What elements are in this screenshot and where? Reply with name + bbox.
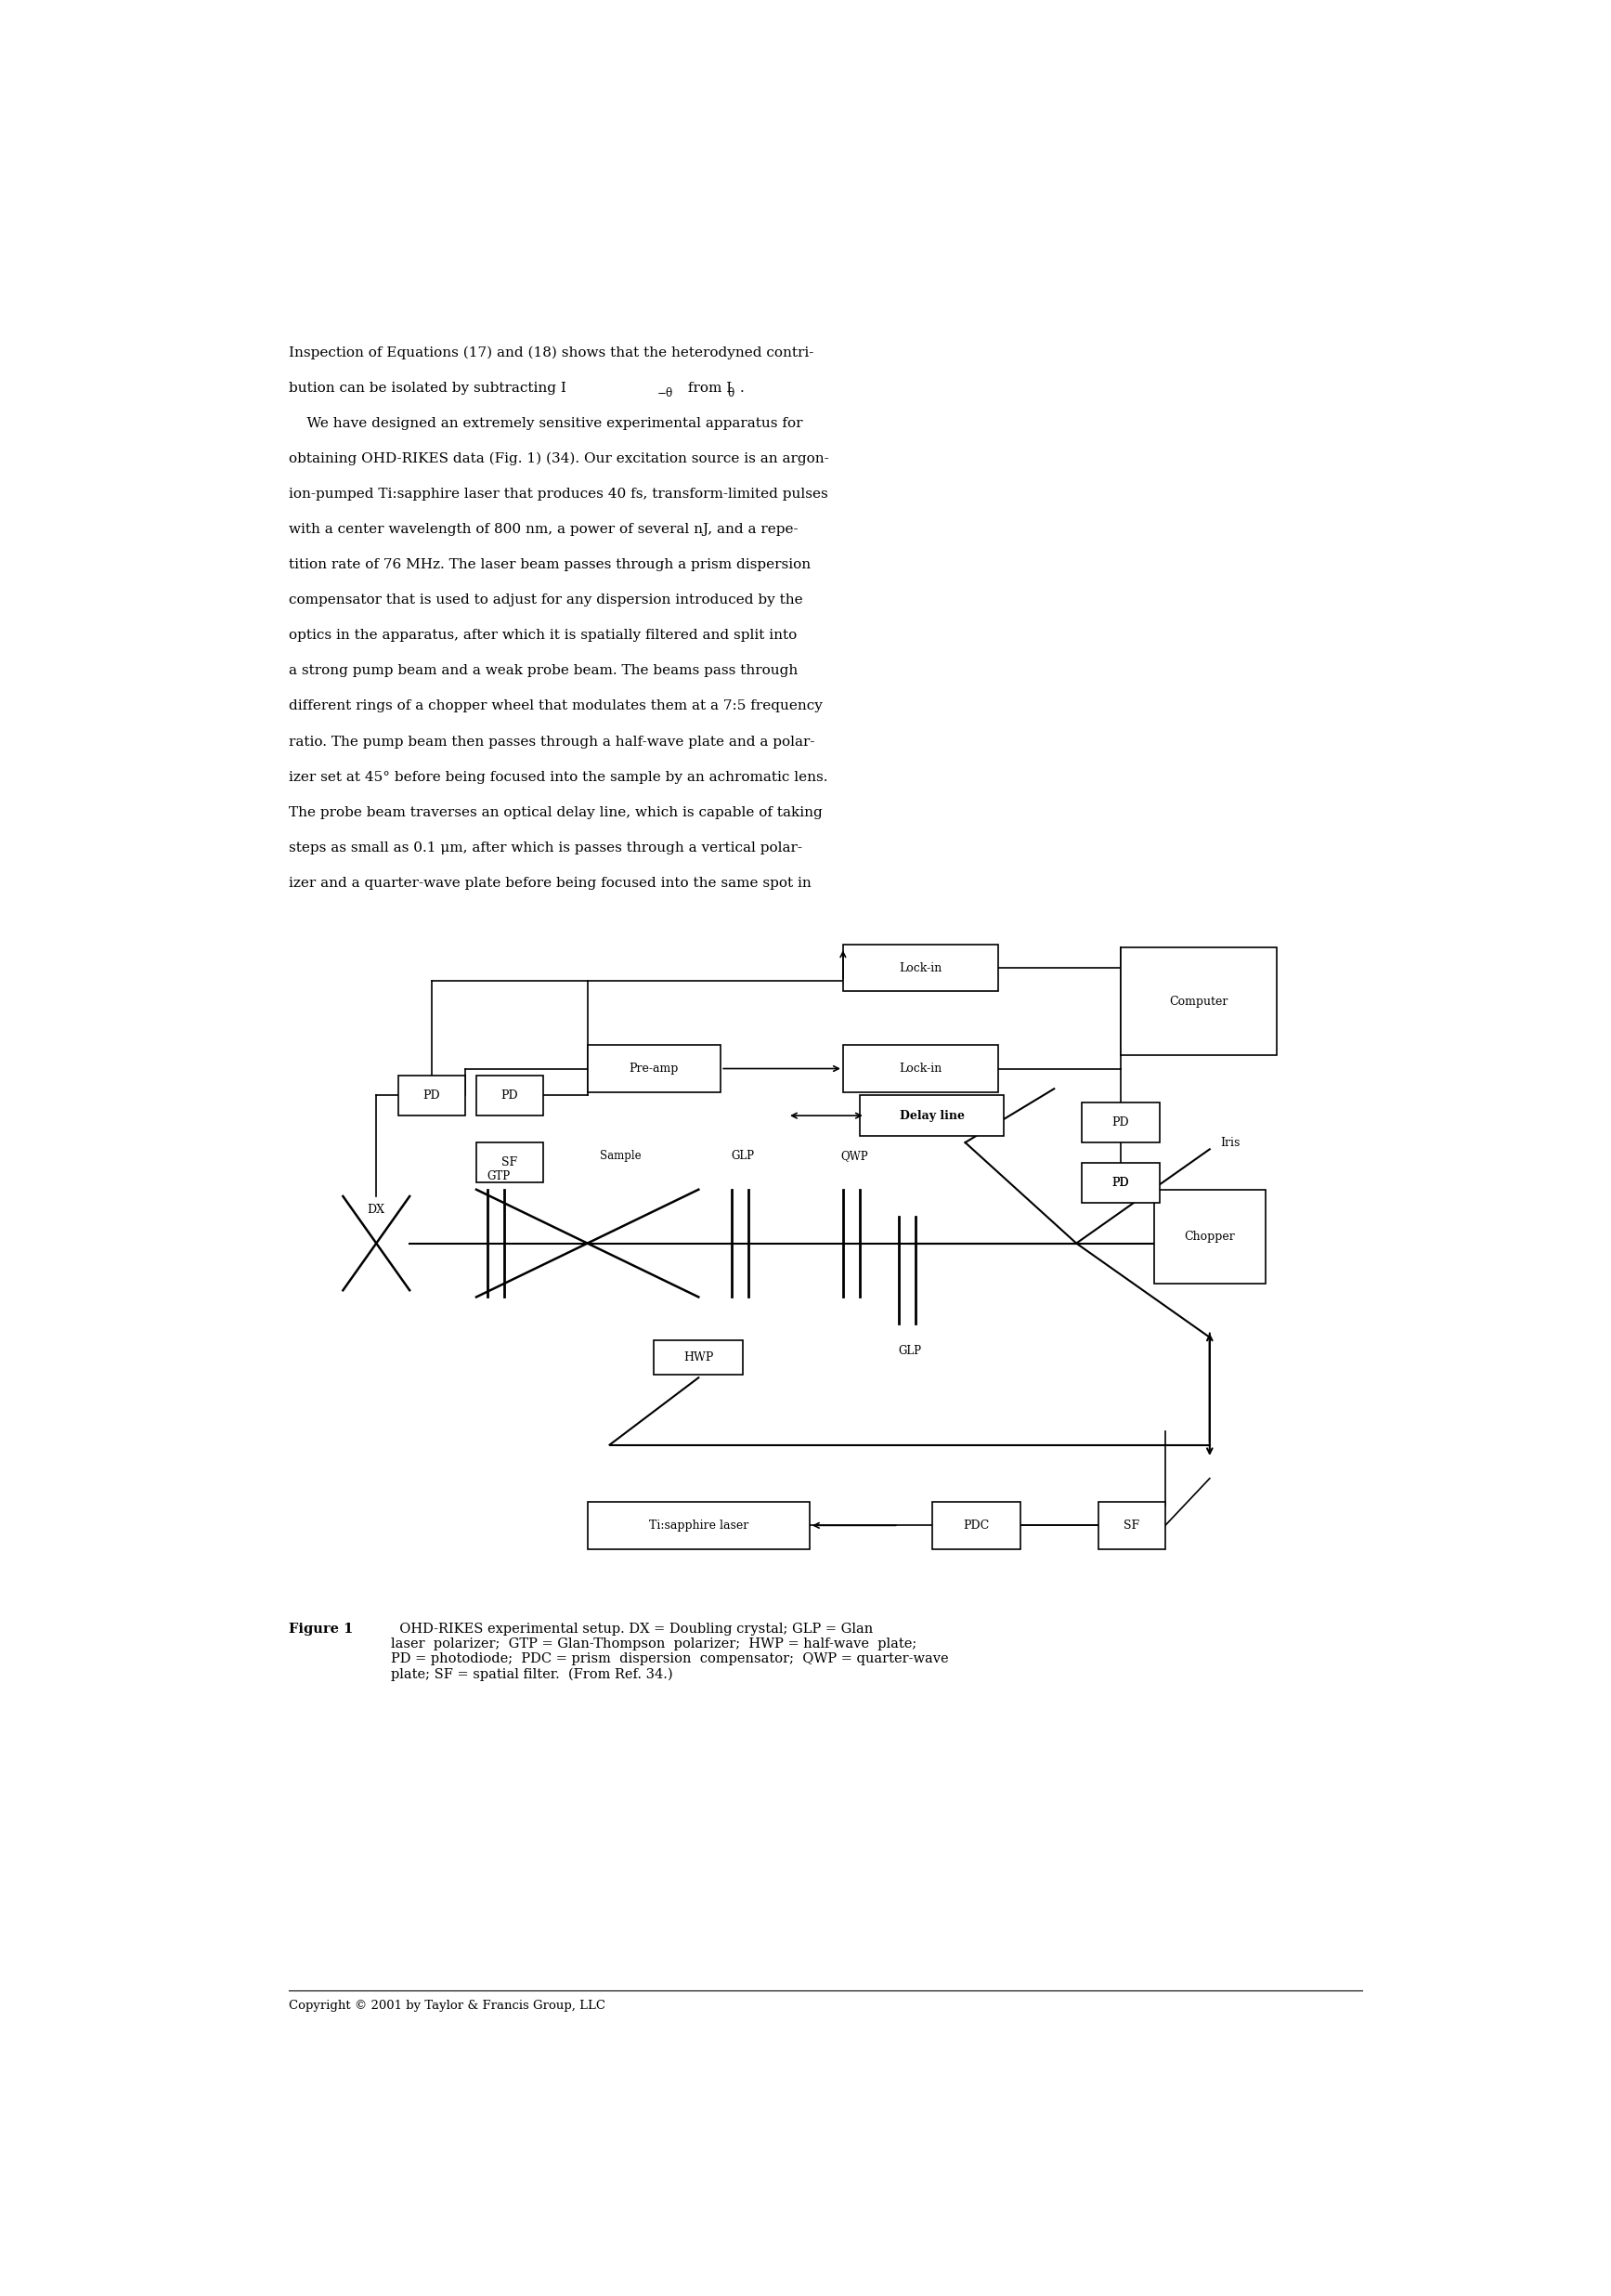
Text: Sample: Sample bbox=[599, 1150, 641, 1162]
Bar bbox=[477, 1075, 543, 1116]
Text: Lock-in: Lock-in bbox=[899, 962, 942, 974]
Text: Figure 1: Figure 1 bbox=[288, 1623, 353, 1635]
Bar bbox=[588, 1502, 810, 1550]
Text: optics in the apparatus, after which it is spatially filtered and split into: optics in the apparatus, after which it … bbox=[288, 629, 797, 643]
Text: Ti:sapphire laser: Ti:sapphire laser bbox=[649, 1520, 749, 1531]
Bar bbox=[398, 1075, 466, 1116]
Text: Lock-in: Lock-in bbox=[899, 1063, 942, 1075]
Text: ratio. The pump beam then passes through a half-wave plate and a polar-: ratio. The pump beam then passes through… bbox=[288, 735, 815, 748]
Text: PD: PD bbox=[1112, 1178, 1129, 1189]
Text: ion-pumped Ti:sapphire laser that produces 40 fs, transform-limited pulses: ion-pumped Ti:sapphire laser that produc… bbox=[288, 487, 828, 501]
Bar bbox=[1099, 1502, 1165, 1550]
Text: steps as small as 0.1 μm, after which is passes through a vertical polar-: steps as small as 0.1 μm, after which is… bbox=[288, 840, 802, 854]
Text: GLP: GLP bbox=[731, 1150, 754, 1162]
Bar bbox=[477, 1143, 543, 1182]
Text: from I: from I bbox=[683, 381, 731, 395]
Text: PDC: PDC bbox=[963, 1520, 989, 1531]
Text: DX: DX bbox=[367, 1203, 385, 1215]
Text: Pre-amp: Pre-amp bbox=[630, 1063, 678, 1075]
Text: Inspection of Equations (17) and (18) shows that the heterodyned contri-: Inspection of Equations (17) and (18) sh… bbox=[288, 347, 814, 360]
Bar bbox=[843, 1045, 999, 1093]
Text: bution can be isolated by subtracting I: bution can be isolated by subtracting I bbox=[288, 381, 567, 395]
Bar bbox=[931, 1502, 1021, 1550]
Text: Copyright © 2001 by Taylor & Francis Group, LLC: Copyright © 2001 by Taylor & Francis Gro… bbox=[288, 2000, 606, 2011]
Bar bbox=[843, 944, 999, 992]
Text: Chopper: Chopper bbox=[1184, 1231, 1236, 1242]
Text: −θ: −θ bbox=[657, 388, 673, 400]
Bar bbox=[1083, 1102, 1160, 1143]
Text: SF: SF bbox=[501, 1157, 517, 1169]
Text: Computer: Computer bbox=[1170, 996, 1228, 1008]
Text: Delay line: Delay line bbox=[899, 1109, 965, 1123]
Text: SF: SF bbox=[1124, 1520, 1141, 1531]
Text: GLP: GLP bbox=[897, 1345, 921, 1357]
Text: a strong pump beam and a weak probe beam. The beams pass through: a strong pump beam and a weak probe beam… bbox=[288, 664, 797, 677]
Text: The probe beam traverses an optical delay line, which is capable of taking: The probe beam traverses an optical dela… bbox=[288, 806, 823, 820]
Bar bbox=[1121, 948, 1276, 1056]
Bar bbox=[1083, 1162, 1160, 1203]
Bar bbox=[588, 1045, 720, 1093]
Text: PD: PD bbox=[424, 1088, 440, 1102]
Text: Iris: Iris bbox=[1221, 1137, 1240, 1148]
Text: with a center wavelength of 800 nm, a power of several nJ, and a repe-: with a center wavelength of 800 nm, a po… bbox=[288, 523, 797, 535]
Text: OHD-RIKES experimental setup. DX = Doubling crystal; GLP = Glan
laser  polarizer: OHD-RIKES experimental setup. DX = Doubl… bbox=[391, 1623, 949, 1681]
Text: θ: θ bbox=[727, 388, 733, 400]
Text: HWP: HWP bbox=[683, 1352, 714, 1364]
Text: PD: PD bbox=[1112, 1116, 1129, 1127]
Text: PD: PD bbox=[1112, 1178, 1129, 1189]
Bar bbox=[860, 1095, 1004, 1137]
Text: izer set at 45° before being focused into the sample by an achromatic lens.: izer set at 45° before being focused int… bbox=[288, 771, 828, 783]
Text: GTP: GTP bbox=[487, 1171, 511, 1182]
Bar bbox=[654, 1341, 743, 1375]
Text: tition rate of 76 MHz. The laser beam passes through a prism dispersion: tition rate of 76 MHz. The laser beam pa… bbox=[288, 558, 810, 572]
Text: izer and a quarter-wave plate before being focused into the same spot in: izer and a quarter-wave plate before bei… bbox=[288, 877, 812, 889]
Bar bbox=[1153, 1189, 1265, 1283]
Text: different rings of a chopper wheel that modulates them at a 7:5 frequency: different rings of a chopper wheel that … bbox=[288, 700, 823, 712]
Text: PD: PD bbox=[501, 1088, 519, 1102]
Text: .: . bbox=[739, 381, 744, 395]
Text: compensator that is used to adjust for any dispersion introduced by the: compensator that is used to adjust for a… bbox=[288, 595, 802, 606]
Text: QWP: QWP bbox=[841, 1150, 868, 1162]
Text: We have designed an extremely sensitive experimental apparatus for: We have designed an extremely sensitive … bbox=[288, 418, 802, 429]
Text: obtaining OHD-RIKES data (Fig. 1) (34). Our excitation source is an argon-: obtaining OHD-RIKES data (Fig. 1) (34). … bbox=[288, 452, 830, 466]
